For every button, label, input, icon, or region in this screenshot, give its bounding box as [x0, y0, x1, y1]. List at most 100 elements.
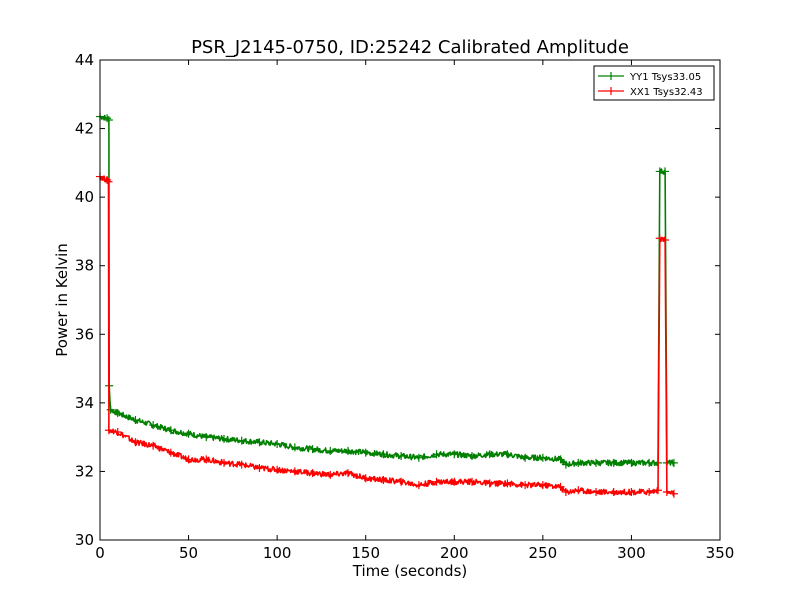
- y-tick-label: 42: [75, 120, 94, 138]
- data-point: [503, 479, 512, 488]
- data-point: [273, 465, 282, 474]
- data-point: [113, 409, 122, 418]
- data-point: [237, 436, 246, 445]
- data-point: [344, 446, 352, 455]
- y-tick-label: 36: [75, 325, 94, 343]
- data-point: [131, 438, 140, 447]
- data-point: [654, 486, 662, 495]
- y-axis: 30 32 34 36 38 40 42 44: [75, 51, 720, 549]
- data-point: [255, 464, 264, 472]
- plot-frame: [99, 59, 721, 541]
- y-tick-label: 32: [75, 462, 94, 480]
- data-point: [202, 455, 211, 464]
- data-point: [184, 455, 193, 464]
- data-point: [468, 477, 476, 486]
- data-point: [184, 429, 193, 438]
- data-point: [521, 481, 530, 490]
- data-point: [104, 426, 113, 435]
- data-point: [104, 116, 113, 124]
- data-point: [645, 458, 654, 467]
- data-point: [414, 453, 423, 462]
- data-point: [149, 441, 158, 450]
- data-point: [450, 450, 459, 459]
- data-point: [237, 460, 246, 469]
- data-point: [485, 450, 494, 459]
- data-point: [538, 481, 547, 490]
- x-axis: 0 50 100 150 200 250 300 350: [95, 60, 734, 562]
- data-point: [432, 477, 441, 486]
- data-point: [202, 433, 211, 442]
- data-point: [103, 114, 112, 123]
- data-point: [521, 453, 530, 462]
- x-tick-label: 300: [617, 544, 646, 562]
- data-point: [468, 452, 476, 460]
- legend-label: XX1 Tsys32.43: [630, 87, 703, 98]
- data-point: [561, 488, 570, 496]
- data-point: [655, 234, 664, 243]
- y-axis-label: Power in Kelvin: [53, 243, 71, 357]
- data-point: [661, 167, 670, 176]
- data-point: [273, 440, 282, 448]
- data-point: [574, 458, 583, 467]
- data-point: [103, 176, 112, 184]
- y-tick-label: 40: [75, 188, 94, 206]
- data-point: [326, 470, 335, 479]
- x-tick-label: 100: [263, 544, 292, 562]
- data-point: [106, 405, 115, 414]
- data-point: [344, 469, 352, 478]
- data-point: [131, 416, 140, 424]
- data-point: [556, 482, 565, 491]
- data-point: [627, 458, 636, 467]
- y-tick-label: 44: [75, 51, 94, 69]
- data-point: [538, 453, 547, 462]
- data-point: [220, 458, 228, 467]
- x-tick-label: 350: [706, 544, 735, 562]
- x-axis-label: Time (seconds): [352, 562, 468, 580]
- data-point: [308, 469, 317, 478]
- data-point: [669, 458, 678, 467]
- data-point: [166, 448, 175, 457]
- data-point: [149, 421, 158, 430]
- legend-label: YY1 Tsys33.05: [629, 72, 701, 83]
- x-tick-label: 150: [351, 544, 380, 562]
- series-line: [99, 114, 675, 468]
- y-tick-label: 30: [75, 531, 94, 549]
- x-tick-label: 50: [179, 544, 198, 562]
- data-point: [113, 428, 122, 436]
- y-tick-label: 34: [75, 394, 94, 412]
- y-tick-label: 38: [75, 257, 94, 275]
- data-point: [432, 450, 441, 459]
- data-point: [290, 443, 299, 452]
- data-point: [220, 434, 228, 443]
- legend: YY1 Tsys33.05 XX1 Tsys32.43: [593, 65, 715, 101]
- data-point: [326, 446, 335, 455]
- data-point: [397, 452, 406, 460]
- data-point: [662, 488, 671, 496]
- data-point: [485, 479, 494, 488]
- data-point: [308, 445, 317, 454]
- x-tick-label: 250: [529, 544, 558, 562]
- chart-title: PSR_J2145-0750, ID:25242 Calibrated Ampl…: [191, 37, 629, 58]
- x-tick-label: 0: [95, 544, 105, 562]
- data-point: [627, 488, 636, 496]
- data-point: [669, 489, 678, 498]
- data-point: [503, 450, 512, 459]
- data-point: [574, 486, 583, 495]
- x-tick-label: 200: [440, 544, 469, 562]
- data-point: [609, 458, 618, 467]
- data-point: [104, 177, 113, 186]
- data-point: [609, 488, 618, 496]
- data-point: [379, 450, 388, 459]
- legend-box: [593, 65, 715, 101]
- data-point: [592, 458, 600, 467]
- data-point: [361, 474, 370, 483]
- data-point: [255, 438, 264, 447]
- data-point: [414, 481, 423, 490]
- data-point: [561, 460, 570, 469]
- data-point: [661, 236, 670, 244]
- data-point: [361, 448, 370, 457]
- data-point: [556, 455, 565, 464]
- data-point: [450, 477, 459, 486]
- data-point: [592, 488, 600, 496]
